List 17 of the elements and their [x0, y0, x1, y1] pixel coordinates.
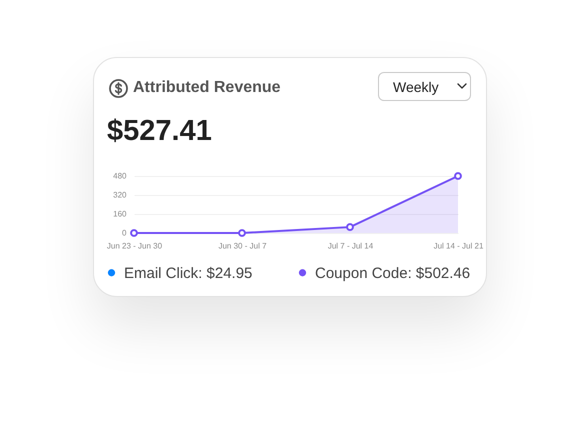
x-tick-label: Jun 23 - Jun 30: [106, 242, 163, 250]
x-tick-label: Jun 30 - Jul 7: [218, 242, 268, 250]
x-tick-label: Jul 7 - Jul 14: [328, 242, 374, 250]
point: [130, 229, 138, 237]
legend-label: Email Click: $24.95: [124, 264, 252, 282]
point: [238, 229, 246, 237]
y-tick-label: 0: [122, 228, 128, 238]
point: [454, 172, 462, 180]
legend-label: Coupon Code: $502.46: [315, 264, 470, 282]
y-tick-label: 320: [113, 190, 128, 200]
x-tick-label: Jul 14 - Jul 21: [434, 242, 484, 250]
point: [346, 223, 354, 231]
y-tick-label: 160: [113, 210, 128, 218]
text: Weekly: [393, 79, 439, 95]
y-tick-label: 480: [113, 172, 128, 180]
chart-subtitle: $527.41: [107, 115, 212, 147]
chart-title: Attributed Revenue: [133, 79, 281, 96]
